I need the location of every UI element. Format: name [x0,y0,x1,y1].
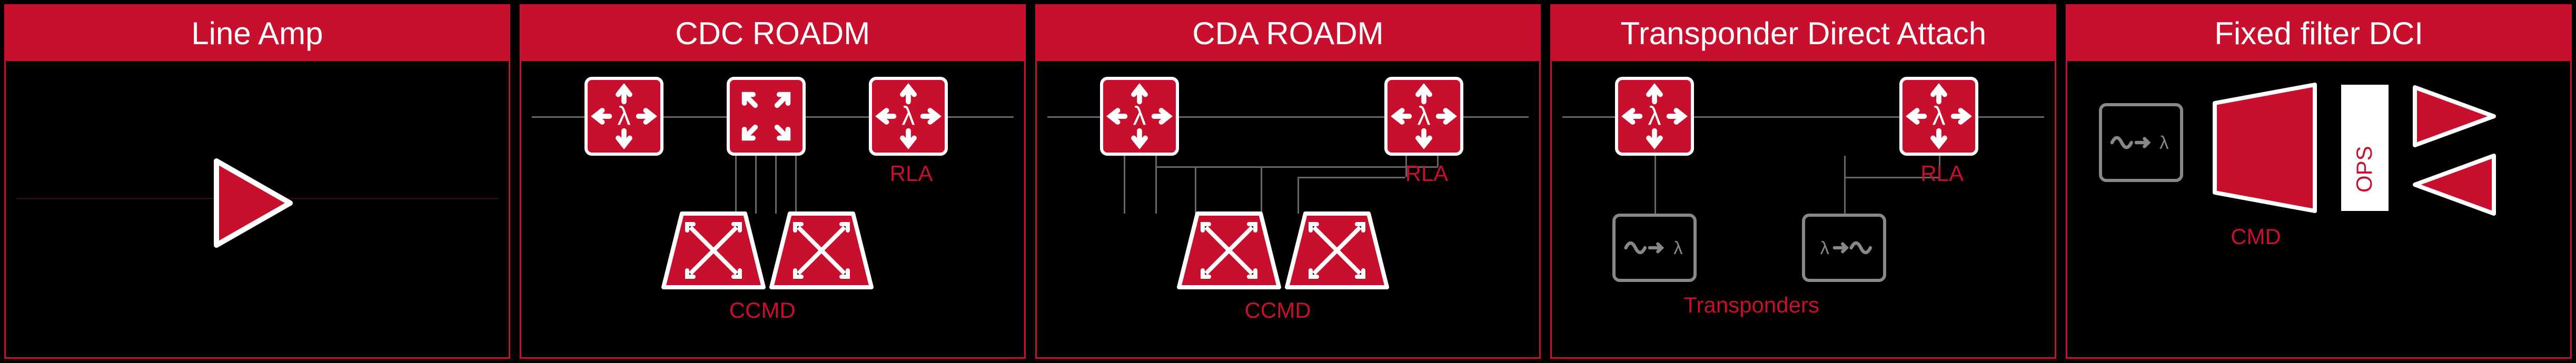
drop-line [795,156,797,214]
drop-line-h [1297,177,1405,178]
rla-right-icon: λ [1384,77,1463,156]
ccmd-left-icon [1176,208,1282,293]
drop-line [1844,156,1846,214]
panel-title: CDC ROADM [521,6,1024,61]
rla-left-icon: λ [1100,77,1179,156]
drop-line [1195,166,1196,214]
crossbar-switch-icon [727,77,806,156]
svg-text:λ: λ [901,102,915,131]
svg-text:λ: λ [1933,102,1946,131]
svg-text:λ: λ [617,102,630,131]
svg-text:λ: λ [2159,133,2169,153]
rla-left-icon: λ [584,77,663,156]
drop-line [775,156,777,214]
label-rla: RLA [1405,161,1449,186]
label-rla: RLA [1920,161,1964,186]
label-ccmd: CCMD [1245,298,1311,323]
amp-top-icon [2410,82,2499,150]
label-transponders: Transponders [1683,293,1819,318]
svg-text:λ: λ [1648,102,1661,131]
amp-triangle-icon [201,150,306,256]
panel-body-cdc: λ [521,61,1024,357]
label-ops: OPS [2352,146,2377,193]
panel-cda-roadm: CDA ROADM λ [1035,4,1541,359]
drop-line [1261,166,1262,214]
drop-line-h [1195,166,1438,168]
panel-title: CDA ROADM [1037,6,1540,61]
panel-transponder: Transponder Direct Attach λ [1550,4,2056,359]
panel-cdc-roadm: CDC ROADM λ [520,4,1026,359]
panel-title: Transponder Direct Attach [1552,6,2055,61]
panel-title: Line Amp [6,6,509,61]
panel-dci: Fixed filter DCI λ CMD OPS [2066,4,2572,359]
drop-line [755,156,757,214]
panel-body-dci: λ CMD OPS [2067,61,2570,357]
svg-text:λ: λ [1417,102,1430,131]
panel-title: Fixed filter DCI [2067,6,2570,61]
drop-line [1124,156,1125,214]
drop-line [1155,156,1157,214]
amp-bottom-icon [2410,150,2499,219]
ccmd-left-icon [661,208,766,293]
filter-icon: λ [2099,103,2183,182]
transponder-out-icon: λ [1802,214,1886,282]
drop-line [735,156,737,214]
rla-left-icon: λ [1615,77,1694,156]
ccmd-right-icon [1284,208,1390,293]
label-ccmd: CCMD [729,298,796,323]
svg-text:λ: λ [1133,102,1146,131]
rla-right-icon: λ [1899,77,1978,156]
label-rla: RLA [890,161,933,186]
transponder-in-icon: λ [1612,214,1697,282]
svg-text:λ: λ [1820,238,1829,258]
svg-text:λ: λ [1674,238,1683,258]
rla-right-icon: λ [869,77,948,156]
ccmd-right-icon [769,208,874,293]
panel-body-line-amp [6,61,509,357]
panel-body-transponder: λ λ RLA [1552,61,2055,357]
panel-body-cda: λ λ RLA [1037,61,1540,357]
drop-line [1654,156,1656,214]
cmd-trapezoid-icon [2210,79,2320,216]
label-cmd: CMD [2231,224,2281,249]
panel-line-amp: Line Amp [4,4,510,359]
